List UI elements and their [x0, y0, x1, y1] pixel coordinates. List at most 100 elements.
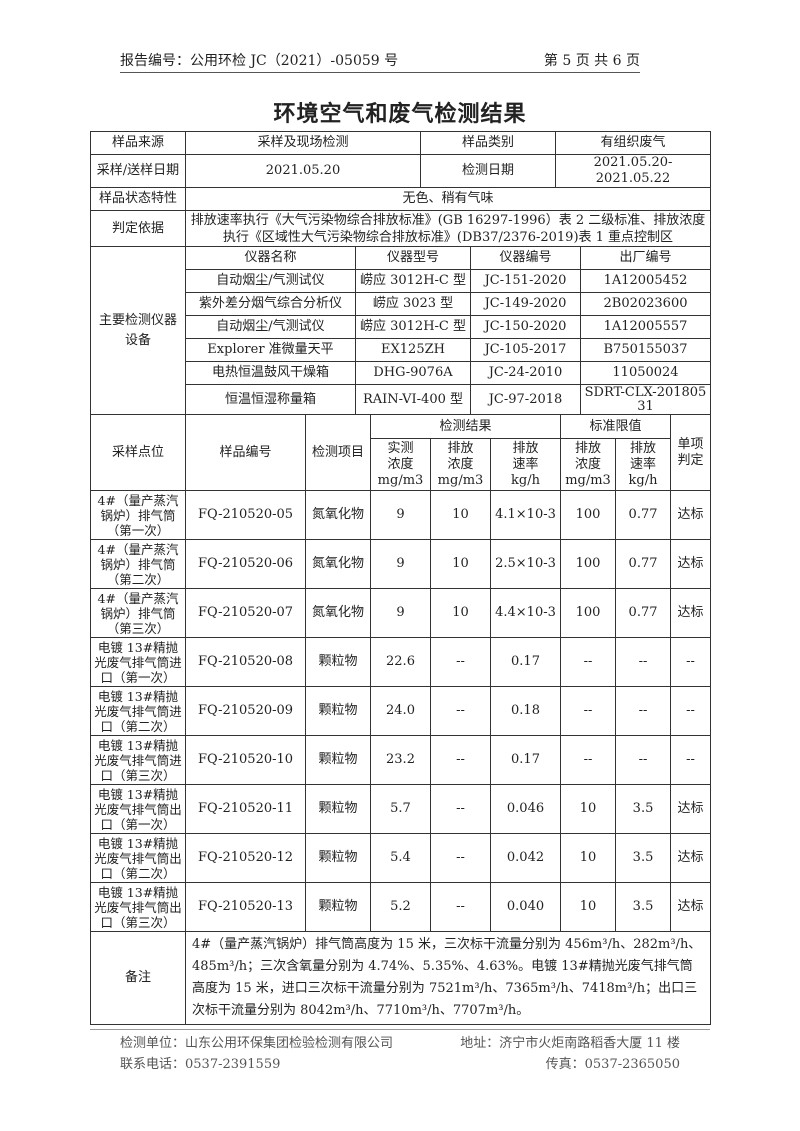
cell: 4.1×10-3 [489, 490, 562, 540]
subheader-unit: kg/h [511, 472, 540, 488]
cell: 0.042 [489, 833, 562, 883]
report-body: 样品来源 采样及现场检测 样品类别 有组织废气 采样/送样日期 2021.05.20 检测… [90, 131, 712, 1075]
cell: JC-150-2020 [470, 315, 581, 339]
cell: 9 [370, 539, 431, 589]
cell: 自动烟尘/气测试仪 [185, 315, 356, 339]
cell: FQ-210520-07 [185, 588, 306, 638]
cell: 颗粒物 [305, 686, 371, 736]
cell: 0.17 [489, 735, 562, 785]
value: 无色、稍有气味 [185, 187, 711, 211]
table-row: 电镀 13#精抛光废气排气筒出口（第二次） FQ-210520-12 颗粒物 5.4-… [90, 833, 712, 883]
subheader-unit: mg/m3 [437, 472, 484, 488]
subheader: 排放 速率 kg/h [489, 438, 562, 491]
subheader-line: 浓度 [575, 456, 602, 472]
cell: 10 [430, 490, 491, 540]
cell: JC-24-2010 [470, 361, 581, 385]
cell: 3.5 [615, 784, 672, 834]
cell: 颗粒物 [305, 882, 371, 932]
cell: 24.0 [370, 686, 431, 736]
cell: 达标 [670, 539, 712, 589]
cell: 4#（量产蒸汽锅炉）排气筒（第一次） [90, 490, 186, 540]
remarks-text: 4#（量产蒸汽锅炉）排气筒高度为 15 米，三次标干流量分别为 456m³/h、… [184, 931, 712, 1025]
cell: 5.2 [370, 882, 431, 932]
cell: -- [560, 735, 617, 785]
value: 2021.05.20 [185, 154, 421, 188]
cell: -- [430, 833, 491, 883]
cell: 0.046 [489, 784, 562, 834]
cell: FQ-210520-05 [185, 490, 306, 540]
cell: -- [615, 637, 672, 687]
cell: FQ-210520-08 [185, 637, 306, 687]
subheader: 实测 浓度 mg/m3 [370, 438, 431, 491]
footer-phone: 联系电话：0537-2391559 [120, 1057, 281, 1072]
cell: 恒温恒湿称量箱 [185, 384, 356, 415]
cell: FQ-210520-12 [185, 833, 306, 883]
header-point: 采样点位 [90, 414, 186, 491]
cell: 电镀 13#精抛光废气排气筒进口（第一次） [90, 637, 186, 687]
cell: 颗粒物 [305, 735, 371, 785]
table-row: 电镀 13#精抛光废气排气筒进口（第一次） FQ-210520-08 颗粒物 22.6… [90, 637, 712, 687]
subheader-line: 排放 [447, 440, 474, 456]
cell: 颗粒物 [305, 637, 371, 687]
cell: 0.040 [489, 882, 562, 932]
page-header: 报告编号：公用环检 JC（2021）-05059 号 第 5 页 共 6 页 [120, 50, 640, 73]
cell: 达标 [670, 882, 712, 932]
instrument-row: 恒温恒湿称量箱 RAIN-VI-400 型 JC-97-2018 SDRT-CLX-2… [91, 384, 711, 415]
cell: JC-149-2020 [470, 292, 581, 316]
cell: 23.2 [370, 735, 431, 785]
instrument-row: 电热恒温鼓风干燥箱 DHG-9076A JC-24-2010 11050024 [91, 361, 711, 385]
subheader: 排放 速率 kg/h [615, 438, 672, 491]
instrument-label: 主要检测仪器设备 [90, 246, 186, 415]
cell: -- [670, 637, 712, 687]
cell: 电热恒温鼓风干燥箱 [185, 361, 356, 385]
cell: 5.4 [370, 833, 431, 883]
cell: FQ-210520-06 [185, 539, 306, 589]
cell: 电镀 13#精抛光废气排气筒出口（第二次） [90, 833, 186, 883]
subheader-line: 排放 [575, 440, 602, 456]
cell: -- [670, 735, 712, 785]
cell: 4#（量产蒸汽锅炉）排气筒（第三次） [90, 588, 186, 638]
instrument-row: Explorer 准微量天平 EX125ZH JC-105-2017 B7501550… [91, 338, 711, 362]
cell: 达标 [670, 784, 712, 834]
remarks-label: 备注 [90, 931, 186, 1025]
cell: -- [430, 637, 491, 687]
subheader-line: 实测 [387, 440, 414, 456]
cell: 出厂编号 [580, 246, 711, 270]
cell: DHG-9076A [355, 361, 471, 385]
footer-fax: 传真：0537-2365050 [545, 1057, 680, 1072]
subheader-line: 排放 [512, 440, 539, 456]
cell: 5.7 [370, 784, 431, 834]
cell: EX125ZH [355, 338, 471, 362]
cell: FQ-210520-11 [185, 784, 306, 834]
cell: 22.6 [370, 637, 431, 687]
cell: 0.18 [489, 686, 562, 736]
cell: JC-97-2018 [470, 384, 581, 415]
cell: 颗粒物 [305, 784, 371, 834]
cell: SDRT-CLX-20180531 [580, 384, 711, 415]
page-number: 第 5 页 共 6 页 [543, 53, 640, 69]
table-row: 电镀 13#精抛光废气排气筒进口（第二次） FQ-210520-09 颗粒物 24.0… [90, 686, 712, 736]
cell: -- [670, 686, 712, 736]
cell: B750155037 [580, 338, 711, 362]
subheader-line: 排放 [630, 440, 657, 456]
subheader-unit: mg/m3 [565, 472, 611, 488]
footer: 检测单位：山东公用环保集团检验检测有限公司 地址：济宁市火炬南路稻香大厦 11 楼… [120, 1033, 680, 1075]
cell: 0.77 [615, 588, 672, 638]
cell: 1A12005557 [580, 315, 711, 339]
cell: FQ-210520-13 [185, 882, 306, 932]
cell: 0.77 [615, 539, 672, 589]
cell: 崂应 3012H-C 型 [355, 269, 471, 293]
cell: 颗粒物 [305, 833, 371, 883]
cell: 仪器型号 [355, 246, 471, 270]
table-row: 电镀 13#精抛光废气排气筒出口（第一次） FQ-210520-11 颗粒物 5.7-… [90, 784, 712, 834]
cell: -- [560, 637, 617, 687]
subheader-line: 浓度 [387, 456, 414, 472]
table-row: 4#（量产蒸汽锅炉）排气筒（第三次） FQ-210520-07 氮氧化物 9 10 4.4… [90, 588, 712, 638]
cell: 3.5 [615, 833, 672, 883]
cell: 氮氧化物 [305, 539, 371, 589]
cell: -- [560, 686, 617, 736]
cell: 100 [560, 588, 617, 638]
page-title: 环境空气和废气检测结果 [273, 101, 527, 127]
cell: JC-151-2020 [470, 269, 581, 293]
instrument-table: 主要检测仪器设备 仪器名称 仪器型号 仪器编号 出厂编号 自动烟尘/气测试仪 崂应 3012… [90, 246, 711, 415]
